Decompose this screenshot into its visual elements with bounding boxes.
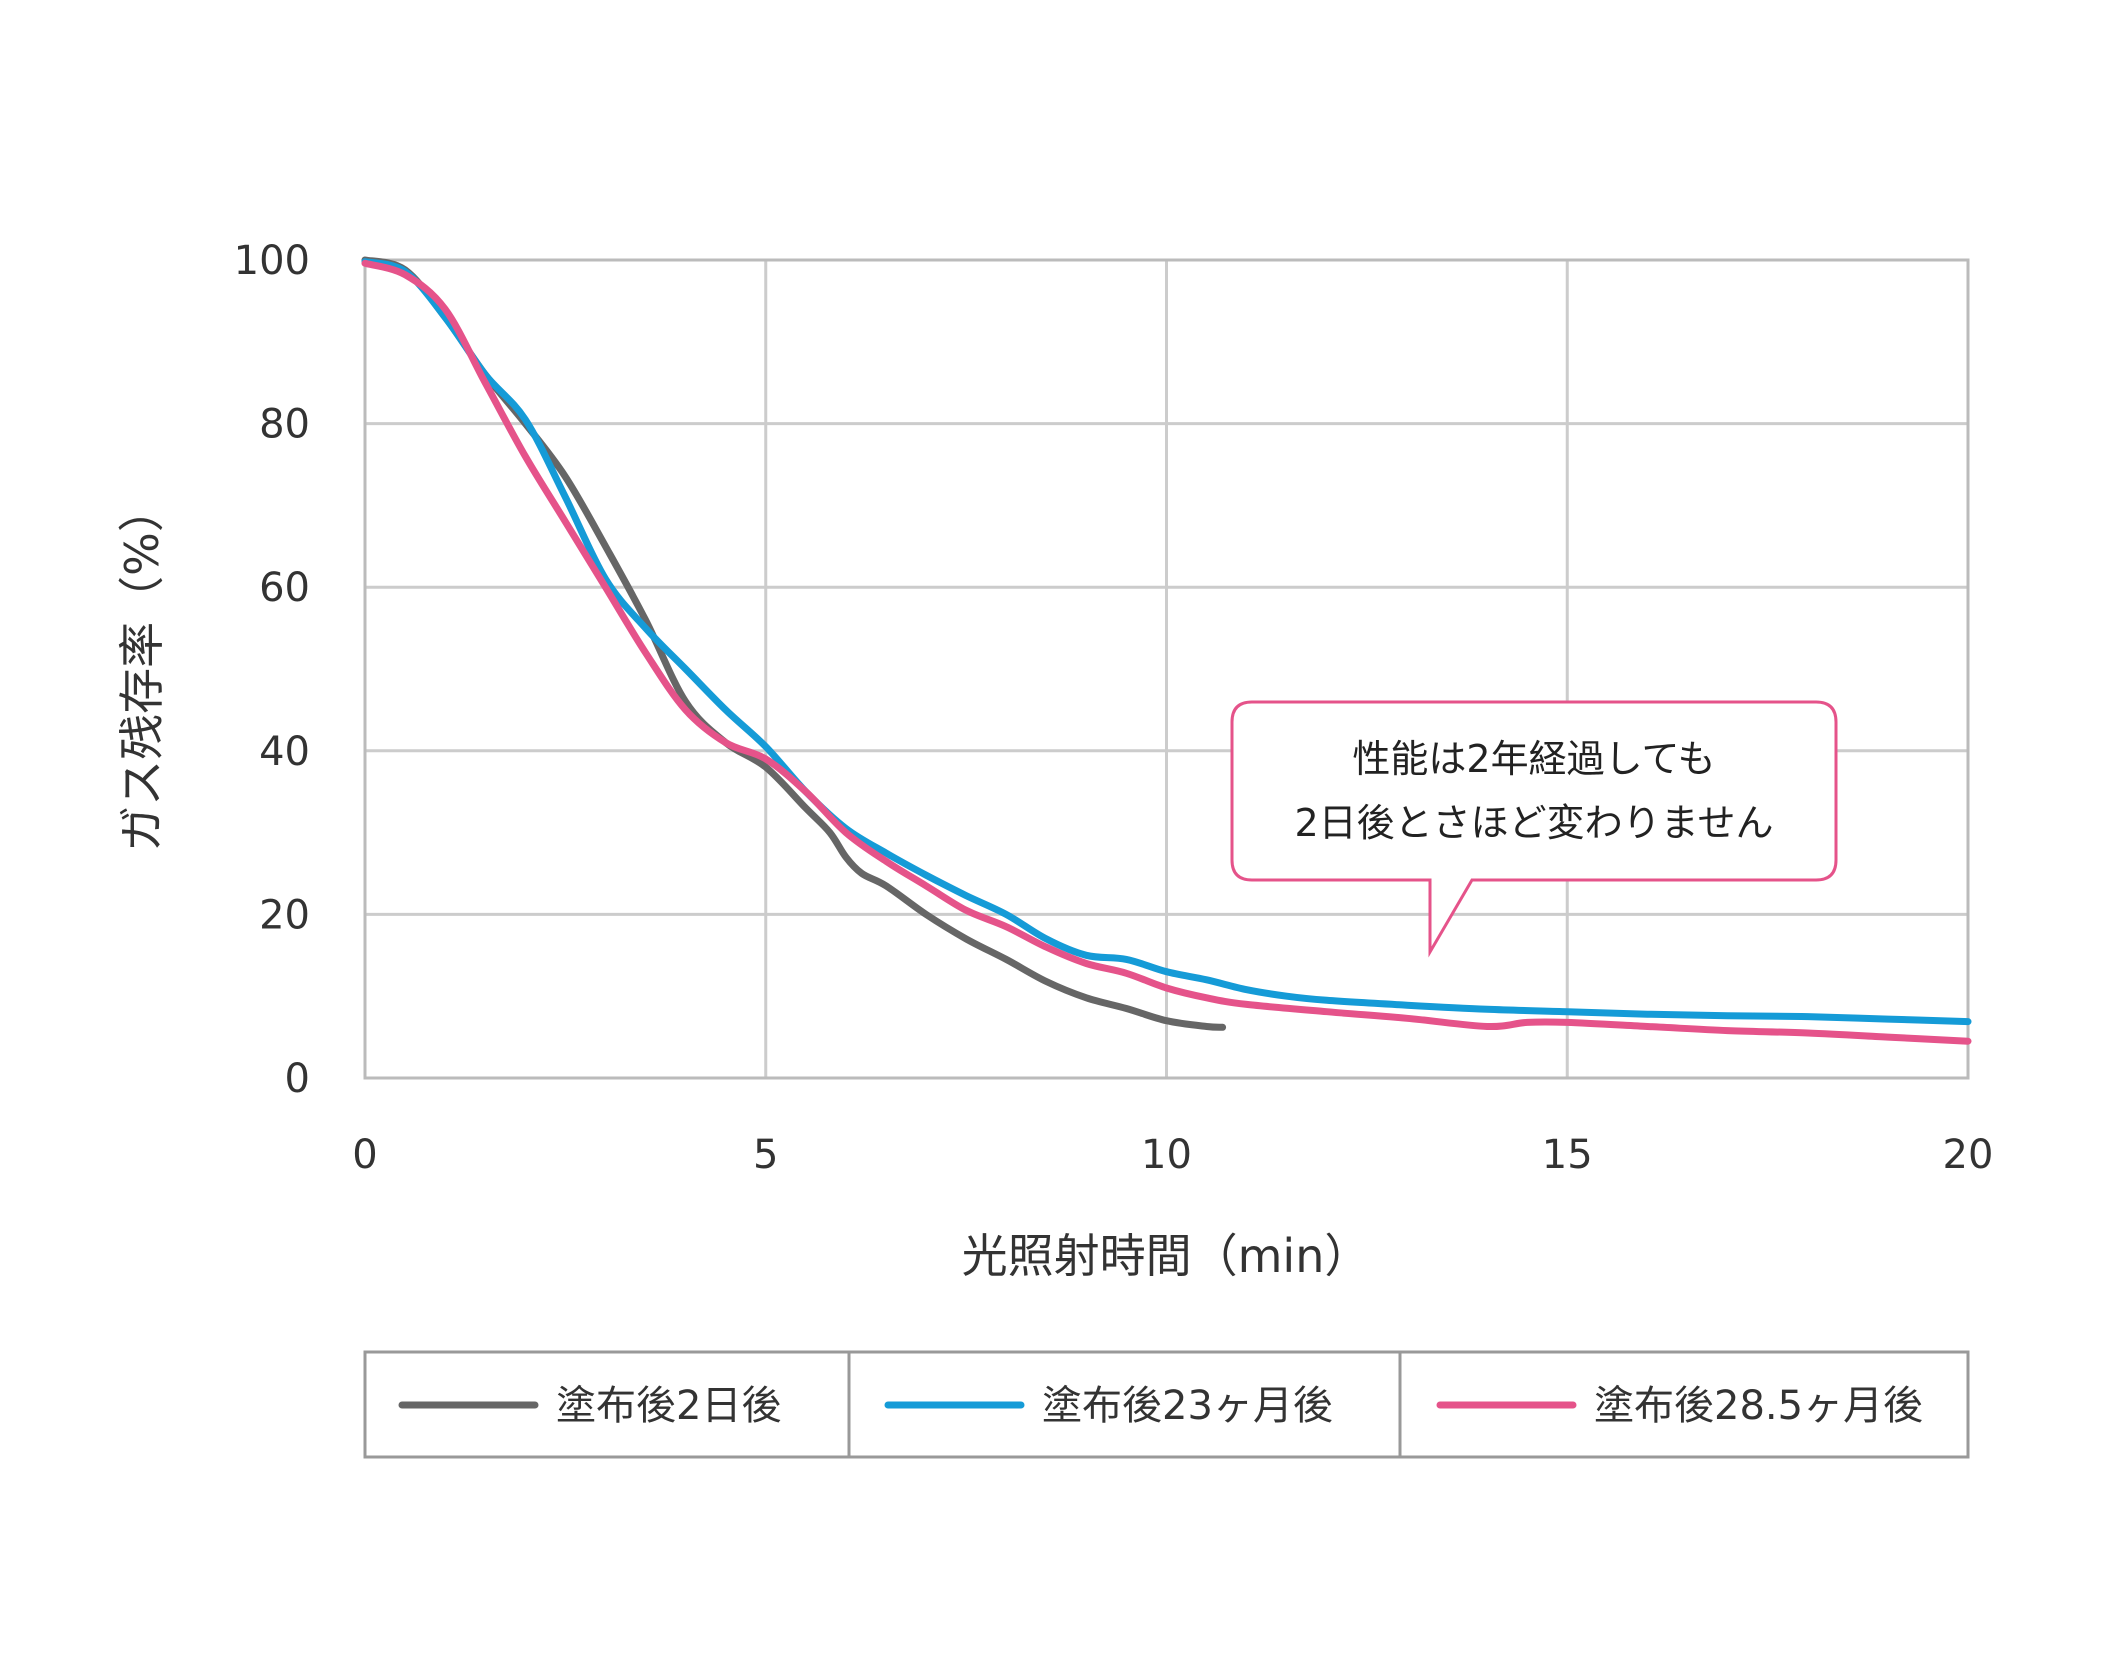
callout: 性能は2年経過しても 2日後とさほど変わりません bbox=[1230, 700, 1838, 958]
legend-label-series-1: 塗布後2日後 bbox=[556, 1383, 781, 1429]
callout-bubble bbox=[1230, 700, 1838, 958]
legend-frame bbox=[363, 1350, 1970, 1459]
y-tick-label: 100 bbox=[234, 238, 310, 284]
y-tick-label: 60 bbox=[259, 565, 310, 611]
x-axis-title: 光照射時間（min） bbox=[962, 1229, 1371, 1283]
x-tick-label: 5 bbox=[753, 1132, 778, 1178]
y-tick-label: 80 bbox=[259, 402, 310, 448]
grid bbox=[365, 260, 1968, 1078]
callout-line-2: 2日後とさほど変わりません bbox=[1294, 801, 1773, 845]
x-tick-label: 15 bbox=[1542, 1132, 1593, 1178]
plot-frame bbox=[363, 258, 1970, 1080]
series-line-1 bbox=[361, 256, 1227, 1031]
x-tick-label: 20 bbox=[1943, 1132, 1994, 1178]
y-tick-label: 0 bbox=[285, 1056, 310, 1102]
tick-labels: 0 20 40 60 80 100 0 5 10 15 20 bbox=[234, 238, 1994, 1178]
y-tick-label: 40 bbox=[259, 729, 310, 775]
y-tick-label: 20 bbox=[259, 892, 310, 938]
series-line-2 bbox=[361, 258, 1972, 1026]
x-tick-label: 0 bbox=[352, 1132, 377, 1178]
legend-label-series-3: 塗布後28.5ヶ月後 bbox=[1594, 1383, 1923, 1429]
legend: 塗布後2日後 塗布後23ヶ月後 塗布後28.5ヶ月後 bbox=[363, 1350, 1970, 1459]
series-lines bbox=[361, 256, 1972, 1045]
series-line-3 bbox=[361, 259, 1972, 1045]
x-tick-label: 10 bbox=[1141, 1132, 1192, 1178]
callout-line-1: 性能は2年経過しても bbox=[1352, 737, 1715, 781]
legend-label-series-2: 塗布後23ヶ月後 bbox=[1042, 1383, 1333, 1429]
y-axis-title: ガス残存率（%） bbox=[115, 486, 169, 852]
